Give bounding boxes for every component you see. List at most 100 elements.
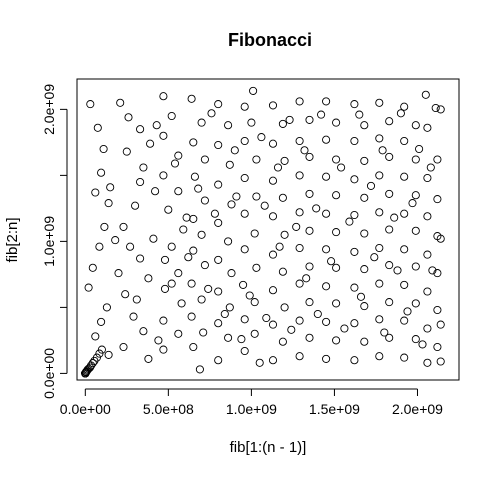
y-axis: 0.0e+00 1.0e+09 2.0e+09 (41, 84, 68, 399)
data-point (302, 274, 311, 283)
data-point (214, 140, 223, 150)
data-point (350, 283, 359, 292)
data-point (332, 299, 341, 308)
data-point (322, 317, 331, 326)
data-point (257, 133, 266, 142)
data-point (167, 279, 176, 288)
data-point (230, 146, 239, 155)
data-point (411, 299, 420, 308)
data-point (411, 262, 420, 271)
data-point (146, 139, 155, 148)
data-point (189, 138, 198, 147)
data-point (84, 283, 93, 292)
data-point (350, 247, 359, 256)
data-point (224, 237, 233, 246)
data-point (97, 168, 106, 177)
data-point (332, 118, 341, 127)
data-point (433, 305, 442, 315)
data-point (174, 269, 183, 278)
data-point (225, 160, 234, 169)
data-point (280, 303, 289, 312)
data-point (268, 101, 278, 110)
data-point (149, 234, 158, 243)
data-point (305, 298, 314, 307)
data-point (200, 261, 209, 270)
data-point (182, 213, 191, 222)
data-point (280, 156, 289, 165)
data-point (225, 303, 234, 312)
data-point (295, 171, 304, 180)
data-point (139, 163, 148, 172)
data-point (220, 309, 229, 319)
y-axis-label: fib[2:n] (4, 217, 21, 262)
data-point (252, 263, 261, 272)
data-point (375, 279, 384, 288)
data-point (278, 337, 287, 346)
data-point (207, 109, 216, 118)
plot-frame (76, 78, 460, 381)
data-point (378, 146, 387, 155)
data-point (423, 173, 432, 183)
data-point (99, 144, 108, 154)
data-point (247, 118, 256, 127)
data-point (136, 177, 145, 187)
data-point (436, 105, 445, 114)
data-point (322, 245, 331, 254)
data-point (285, 115, 294, 124)
data-point (224, 121, 233, 130)
data-point (400, 316, 409, 325)
data-point (104, 199, 113, 208)
data-point (295, 97, 304, 106)
data-point (268, 356, 278, 365)
data-point (340, 324, 349, 333)
data-point (200, 196, 209, 205)
data-point (136, 254, 145, 263)
data-point (121, 290, 130, 299)
data-point (91, 332, 100, 341)
data-point (187, 312, 196, 321)
data-point (295, 352, 304, 361)
data-point (239, 280, 248, 289)
data-point (370, 253, 379, 262)
data-point (92, 353, 101, 362)
data-point (295, 279, 304, 288)
data-point (322, 209, 331, 218)
data-point (177, 299, 186, 308)
data-point (160, 255, 170, 264)
data-point (322, 135, 331, 144)
data-point (375, 243, 384, 253)
data-point (252, 192, 261, 201)
data-point (214, 287, 223, 296)
data-point (396, 109, 405, 118)
data-point (88, 263, 97, 272)
data-point (194, 184, 203, 193)
data-point (132, 295, 141, 304)
data-point (360, 229, 369, 238)
data-point (295, 208, 304, 217)
data-point (360, 121, 369, 130)
data-point (111, 236, 120, 245)
data-point (227, 200, 236, 209)
data-point (116, 98, 125, 107)
data-point (411, 121, 420, 130)
data-point (433, 155, 442, 164)
data-point (403, 307, 412, 316)
data-point (375, 134, 384, 143)
data-point (400, 280, 409, 289)
data-point (91, 188, 100, 197)
data-point (350, 175, 359, 184)
data-point (375, 208, 384, 217)
data-point (390, 213, 399, 222)
data-point (240, 136, 249, 146)
data-point (400, 353, 409, 362)
data-point (273, 163, 283, 172)
data-point (144, 274, 153, 283)
data-point (126, 242, 135, 251)
data-point (385, 189, 394, 198)
data-point (195, 365, 204, 374)
data-point (159, 316, 168, 325)
data-point (350, 356, 359, 365)
data-point (360, 156, 369, 165)
data-point (139, 327, 148, 336)
data-point (287, 325, 296, 334)
